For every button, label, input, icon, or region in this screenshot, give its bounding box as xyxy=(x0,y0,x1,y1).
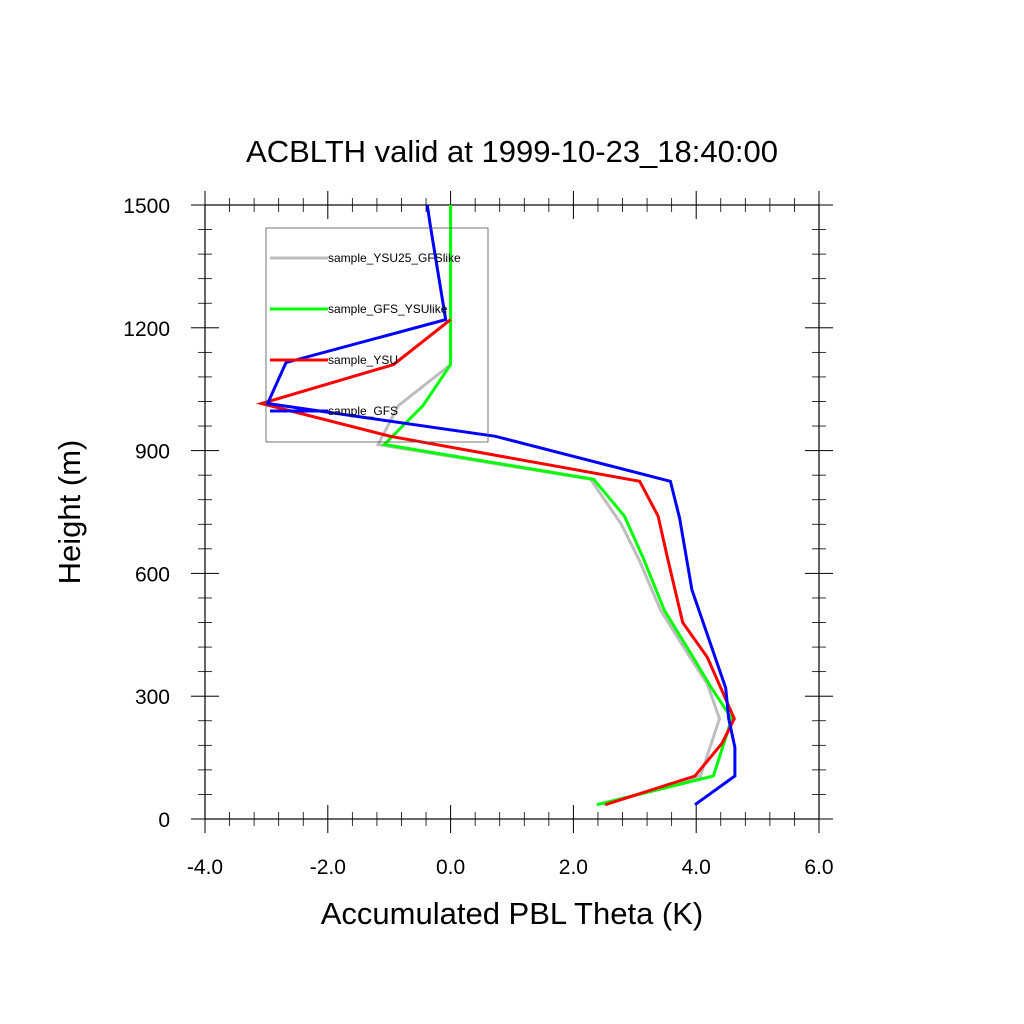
series-lines xyxy=(255,204,737,807)
y-tick-label: 1200 xyxy=(123,318,170,341)
x-tick-label: 2.0 xyxy=(559,856,588,879)
legend: sample_YSU25_GFSlike sample_GFS_YSUlikesa… xyxy=(265,227,489,443)
y-tick-label: 300 xyxy=(135,686,170,709)
legend-label: sample_GFS_YSUlike xyxy=(328,302,448,316)
series-line-sample-ysu xyxy=(255,318,736,807)
series-line-sample-gfs xyxy=(265,204,737,806)
axis-ticks xyxy=(191,191,833,833)
chart-title: ACBLTH valid at 1999-10-23_18:40:00 xyxy=(246,134,778,169)
x-tick-label: 0.0 xyxy=(436,856,465,879)
legend-label: sample_YSU xyxy=(328,353,398,367)
y-tick-label: 1500 xyxy=(123,195,170,218)
series-line-sample-gfs-ysulike xyxy=(381,205,734,807)
plot-frame xyxy=(204,204,820,820)
x-tick-label: 4.0 xyxy=(682,856,711,879)
x-axis-label: Accumulated PBL Theta (K) xyxy=(321,896,704,931)
y-tick-labels: 0 300 600 900 1200 1500 xyxy=(123,195,170,832)
legend-label: sample_YSU25_GFSlike xyxy=(328,251,461,265)
legend-box xyxy=(265,227,489,443)
x-tick-label: 6.0 xyxy=(804,856,833,879)
y-tick-label: 0 xyxy=(158,809,170,832)
x-tick-label: -2.0 xyxy=(310,856,346,879)
x-tick-labels: -4.0 -2.0 0.0 2.0 4.0 6.0 xyxy=(187,856,834,879)
legend-label: sample_GFS xyxy=(328,404,398,418)
x-tick-label: -4.0 xyxy=(187,856,223,879)
y-tick-label: 600 xyxy=(135,563,170,586)
series-line-sample-ysu25-gfslike xyxy=(375,205,722,807)
y-tick-label: 900 xyxy=(135,441,170,464)
y-axis-label: Height (m) xyxy=(52,440,87,585)
